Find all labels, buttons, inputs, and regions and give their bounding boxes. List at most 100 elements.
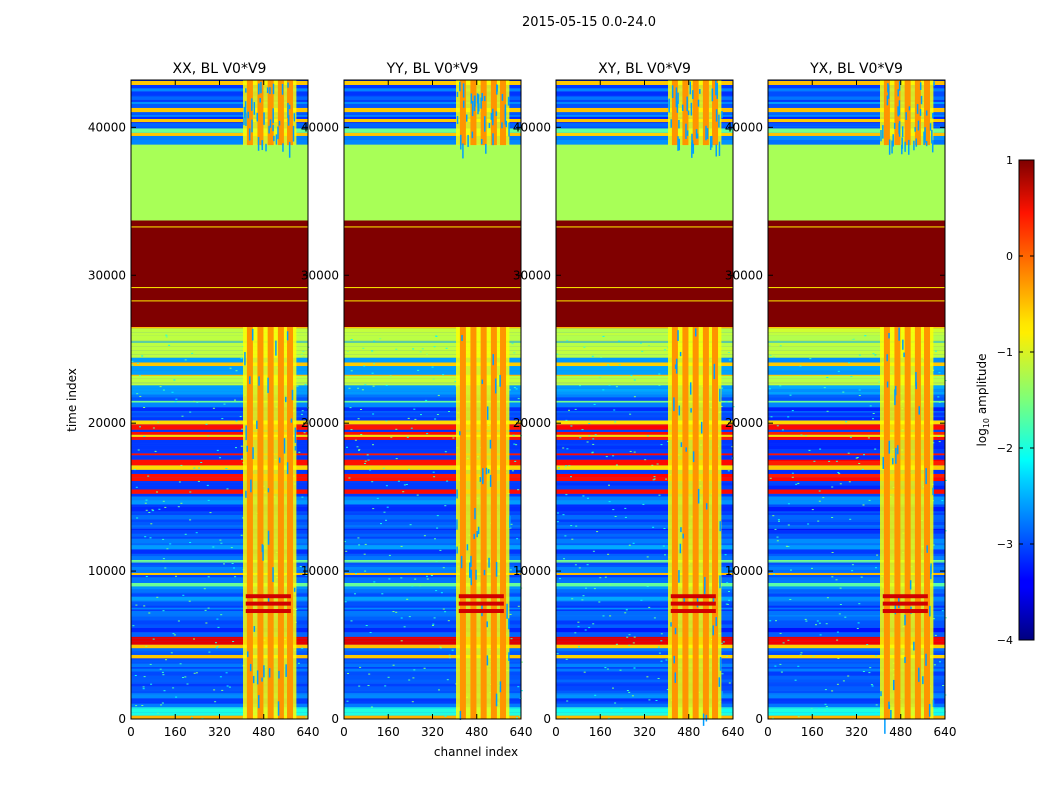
speckle [720, 642, 723, 644]
band-row [768, 605, 945, 608]
speckle [787, 503, 790, 505]
band-gap [278, 457, 281, 463]
band-row [556, 610, 733, 615]
band-gap [711, 88, 714, 102]
band-gap [893, 122, 896, 129]
band-row [344, 661, 521, 664]
band-row [556, 627, 733, 633]
speckle [787, 524, 790, 526]
band-row [556, 385, 733, 389]
band-row [131, 341, 308, 343]
band-row [344, 415, 521, 418]
band-gap [702, 713, 705, 726]
band-row [131, 425, 308, 430]
speckle [724, 554, 727, 556]
band-row [556, 562, 733, 564]
band-gap [288, 104, 291, 109]
speckle [769, 354, 772, 356]
band-row [768, 449, 945, 454]
speckle [872, 413, 875, 414]
speckle [602, 389, 605, 391]
speckle [938, 372, 941, 374]
band-row [131, 84, 308, 89]
x-tick-label: 480 [252, 725, 275, 739]
x-tick-label: 480 [889, 725, 912, 739]
band-row [131, 375, 308, 379]
band-row [556, 514, 733, 520]
band-row [768, 128, 945, 133]
band-row [768, 112, 945, 116]
band-row [556, 118, 733, 123]
speckle [824, 689, 827, 691]
band-row [556, 694, 733, 699]
band-row [344, 101, 521, 104]
band-row [556, 559, 733, 562]
speckle [346, 446, 348, 448]
band-gap [888, 440, 891, 454]
speckle [402, 491, 405, 493]
band-row [344, 84, 521, 89]
band-gap [679, 543, 682, 554]
band-row [556, 394, 733, 398]
band-gap [719, 521, 721, 532]
speckle [849, 518, 852, 520]
band-gap [248, 128, 251, 141]
speckle [728, 591, 730, 592]
speckle [152, 638, 155, 640]
speckle [574, 564, 577, 566]
speckle [433, 346, 436, 348]
band-row [768, 460, 945, 466]
band-row [344, 139, 521, 145]
colorbar-tick-label: −3 [997, 538, 1013, 551]
speckle [615, 643, 618, 645]
speckle [156, 491, 158, 493]
band-row [131, 536, 308, 539]
band-row [344, 636, 521, 639]
speckle [451, 649, 454, 651]
band-row [131, 362, 308, 367]
band-row [344, 455, 521, 460]
speckle [384, 685, 387, 687]
band-row [131, 701, 308, 704]
band-gap [931, 140, 934, 153]
speckle [371, 372, 374, 374]
band-row [556, 638, 733, 642]
speckle [824, 703, 827, 705]
speckle [646, 586, 649, 587]
speckle [215, 647, 218, 649]
speckle [652, 526, 655, 528]
band-row [131, 366, 308, 371]
band-row [768, 641, 945, 645]
band-row [768, 88, 945, 92]
band-row [768, 638, 945, 642]
speckle [657, 678, 660, 679]
band-row [768, 431, 945, 435]
band-gap [919, 82, 922, 90]
speckle [941, 500, 944, 502]
speckle [439, 646, 442, 648]
band-row [556, 135, 733, 140]
speckle [373, 363, 376, 365]
band-row [131, 439, 308, 444]
band-gap [897, 89, 899, 97]
speckle [434, 418, 437, 420]
band-row [556, 91, 733, 96]
band-gap [258, 695, 260, 709]
x-tick-label: 160 [589, 725, 612, 739]
band-gap [252, 447, 254, 459]
speckle [175, 398, 178, 400]
band-row [556, 525, 733, 528]
band-row [768, 607, 945, 610]
band-row [131, 605, 308, 608]
speckle [184, 676, 187, 678]
band-row [768, 701, 945, 704]
speckle [664, 349, 666, 351]
band-row [131, 663, 308, 668]
band-row [344, 341, 521, 343]
band-row [768, 123, 945, 127]
band-row [344, 658, 521, 660]
speckle [818, 500, 821, 502]
speckle [568, 465, 571, 467]
rfi-column [924, 327, 931, 719]
speckle [143, 605, 146, 607]
